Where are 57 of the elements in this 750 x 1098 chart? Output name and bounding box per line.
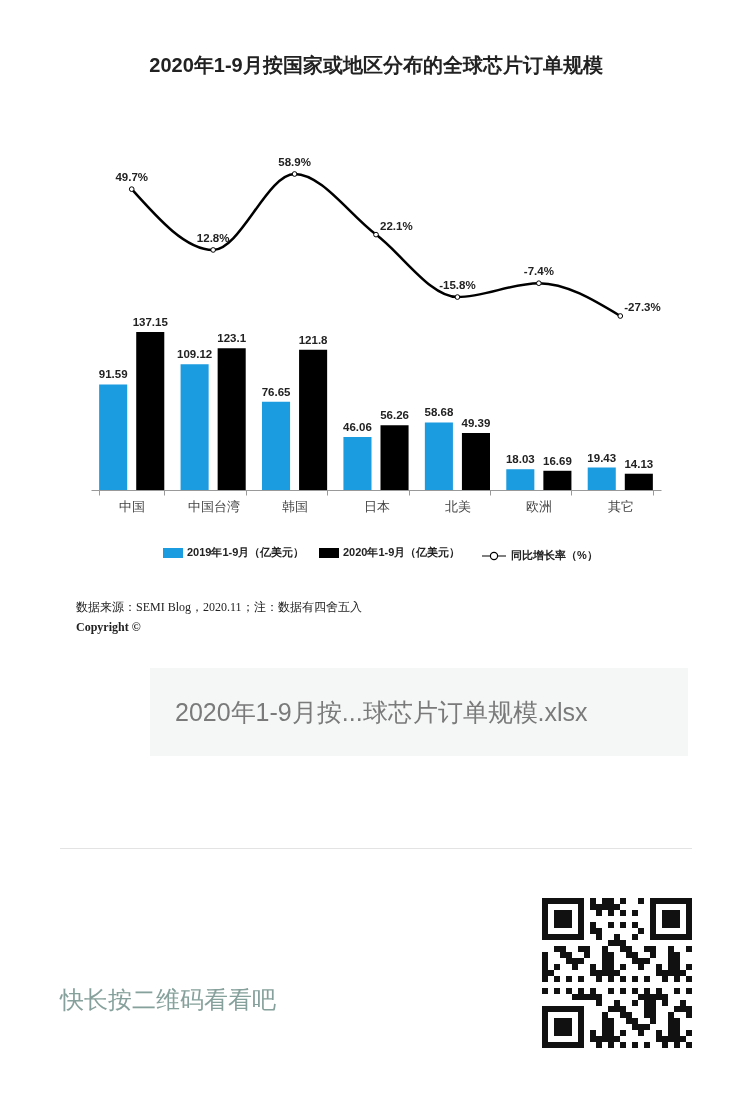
bar [506, 469, 535, 490]
point [210, 247, 216, 253]
bar [343, 436, 372, 490]
chart-title: 2020年1-9月按国家或地区分布的全球芯片订单规模 [149, 54, 603, 76]
bar [587, 467, 616, 490]
data-label: 58.68 [424, 406, 454, 419]
data-label: 58.9% [278, 156, 311, 168]
bar [299, 349, 328, 490]
point [536, 280, 542, 287]
bar [217, 348, 246, 490]
bar [136, 332, 165, 490]
data-label: -15.8% [439, 279, 476, 292]
data-label: 18.03 [505, 453, 535, 466]
bar [99, 384, 128, 490]
legend-label: 2019年1-9月（亿美元） [187, 546, 305, 559]
data-label: 76.65 [261, 385, 292, 398]
legend-label: 2020年1-9月（亿美元） [343, 546, 461, 559]
point [373, 231, 379, 238]
x-tick-label: 欧洲 [526, 498, 553, 514]
data-label: 22.1% [380, 219, 413, 232]
data-label: 12.8% [196, 231, 230, 244]
data-label: 137.15 [132, 316, 169, 328]
x-tick-label: 日本 [363, 498, 390, 514]
x-tick-label: 中国台湾 [187, 498, 240, 514]
point [617, 313, 624, 319]
bar [624, 473, 653, 490]
point [454, 294, 461, 300]
point [128, 186, 135, 192]
bar [424, 422, 453, 490]
file-card: 2020年1-9月按...球芯片订单规模.xlsx [150, 668, 688, 756]
data-label: 19.43 [587, 451, 617, 464]
data-label: 49.7% [115, 171, 149, 184]
point [291, 171, 298, 177]
data-label: 121.8 [298, 333, 329, 346]
source-note: 数据来源：SEMI Blog，2020.11；注：数据有四舍五入 [76, 599, 362, 616]
bar [543, 470, 572, 490]
data-label: 49.39 [461, 417, 491, 430]
x-tick-label: 中国 [119, 498, 146, 514]
bar [262, 401, 291, 490]
data-label: -27.3% [624, 301, 661, 313]
data-label: 14.13 [624, 457, 654, 470]
bar [461, 433, 490, 490]
data-label: 56.26 [380, 409, 409, 422]
data-label: -7.4% [523, 265, 554, 278]
data-label: 16.69 [543, 454, 572, 467]
x-tick-label: 其它 [607, 498, 634, 514]
data-label: 109.12 [177, 348, 213, 361]
data-label: 123.1 [217, 332, 247, 345]
bar [380, 425, 409, 490]
x-tick-label: 韩国 [282, 498, 309, 514]
text: Copyright © [76, 620, 141, 635]
x-tick-label: 北美 [444, 498, 471, 514]
bar [180, 364, 209, 490]
data-label: 46.06 [343, 420, 372, 433]
legend-label: 同比增长率（%） [511, 549, 598, 562]
text: 快长按二维码看看吧 [60, 985, 276, 1015]
data-label: 91.59 [98, 368, 128, 381]
